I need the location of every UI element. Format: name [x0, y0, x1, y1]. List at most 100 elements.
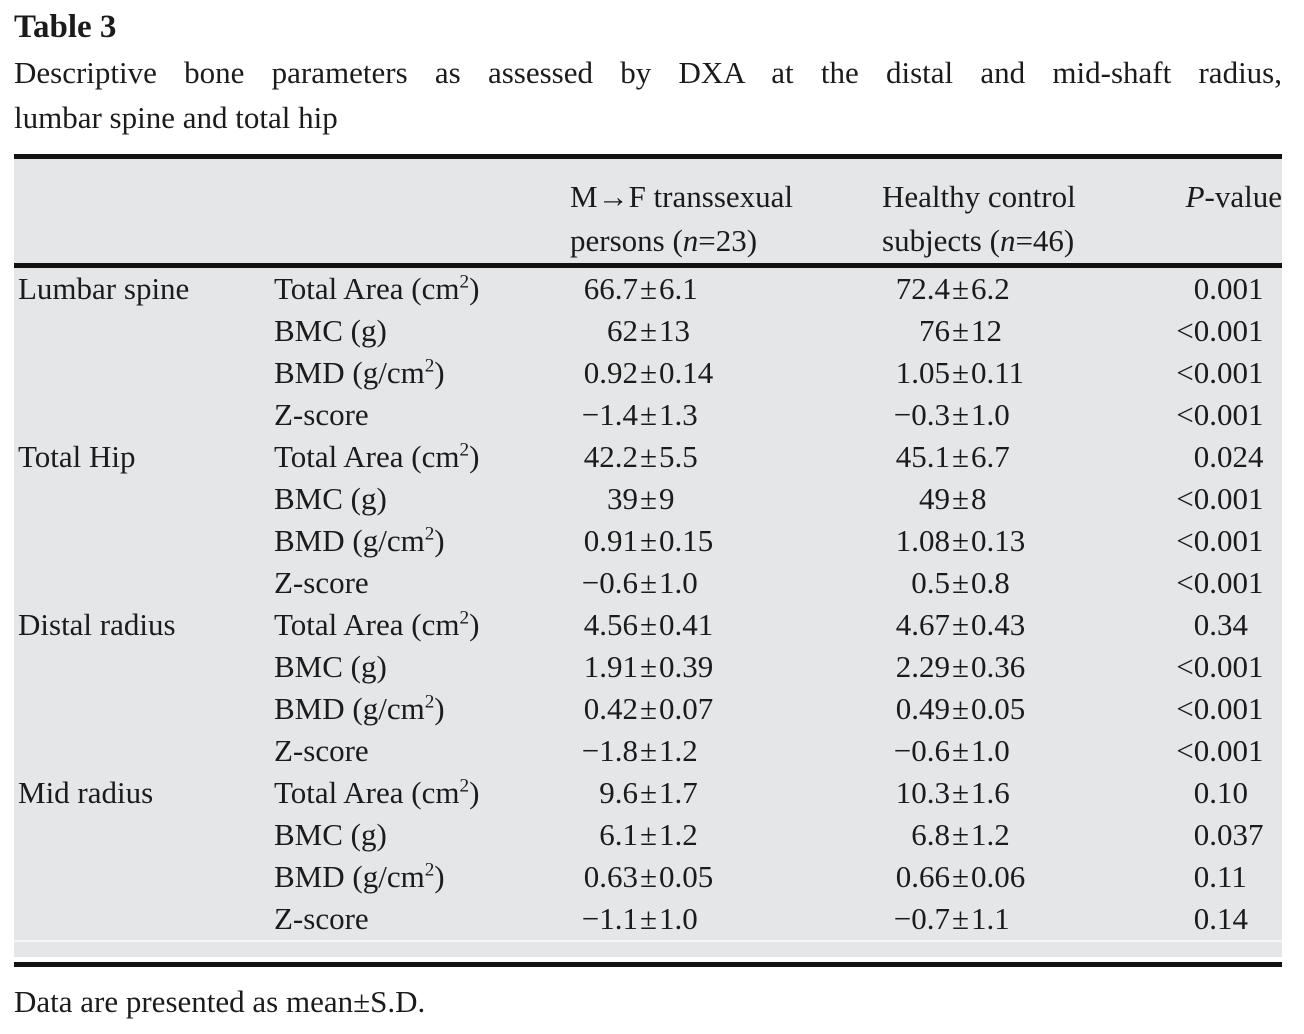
control-value-cell-mean: 45.1 — [895, 439, 950, 474]
pvalue-integer-part: 0 — [1193, 817, 1210, 852]
table-row: BMC (g) 6.1 ±1.2 6.8 ±1.2 0. 037 — [14, 814, 1282, 856]
mtf-value-cell-sd: 1.3 — [659, 397, 698, 432]
table-row: Z-score −0.6 ±1.0 0.5 ±0.8 <0. 001 — [14, 562, 1282, 604]
plus-minus-sign: ± — [640, 439, 658, 474]
control-value-cell: 76 ±12 — [882, 310, 1159, 352]
pvalue-integer-part: <0 — [1176, 481, 1210, 516]
site-cell — [14, 814, 274, 856]
site-cell — [14, 730, 274, 772]
plus-minus-sign: ± — [952, 817, 970, 852]
control-value-cell: −0.3 ±1.0 — [882, 394, 1159, 436]
pvalue-cell: <0. 001 — [1159, 352, 1282, 394]
site-cell — [14, 856, 274, 898]
plus-minus-sign: ± — [640, 523, 658, 558]
mtf-value-cell-mean: −1.1 — [581, 901, 638, 936]
table-header: M→F transsexual persons (n=23) Healthy c… — [14, 159, 1282, 268]
mtf-value-cell-sd: 9 — [659, 481, 675, 516]
control-value-cell-mean: 2.29 — [895, 649, 950, 684]
header-mtf-line-2: persons (n=23) — [570, 219, 882, 263]
table-label: Table 3 — [14, 9, 117, 45]
site-cell — [14, 394, 274, 436]
pvalue-decimal-point: . — [1209, 775, 1217, 810]
control-value-cell-mean: −0.7 — [893, 901, 950, 936]
plus-minus-sign: ± — [640, 481, 658, 516]
plus-minus-sign: ± — [952, 481, 970, 516]
header-mtf-line-1: M→F transsexual — [570, 179, 794, 214]
data-table: M→F transsexual persons (n=23) Healthy c… — [14, 154, 1282, 957]
control-value-cell-mean: 76 — [919, 313, 950, 348]
pvalue-decimal-point: . — [1209, 271, 1217, 306]
mtf-value-cell-mean: 1.91 — [583, 649, 638, 684]
table-row: BMC (g) 39 ±9 49 ±8 <0. 001 — [14, 478, 1282, 520]
control-value-cell-sd: 1.0 — [971, 397, 1010, 432]
site-cell — [14, 478, 274, 520]
table-body: Lumbar spine Total Area (cm2) 66.7 ±6.1 72.4… — [14, 268, 1282, 940]
pvalue-cell: <0. 001 — [1159, 688, 1282, 730]
parameter-cell: BMD (g/cm2) — [274, 355, 445, 390]
plus-minus-sign: ± — [640, 607, 658, 642]
mtf-value-cell: 1.91 ±0.39 — [570, 646, 882, 688]
mtf-value-cell: 62 ±13 — [570, 310, 882, 352]
mtf-value-cell-sd: 6.1 — [659, 271, 698, 306]
pvalue-decimal-part: 001 — [1217, 397, 1264, 432]
pvalue-decimal-part: 001 — [1217, 481, 1264, 516]
header-mtf-line-2-post: =23) — [698, 223, 758, 258]
control-value-cell: 72.4 ±6.2 — [882, 268, 1159, 310]
pvalue-cell: 0. 037 — [1159, 814, 1282, 856]
table-row: Total Hip Total Area (cm2) 42.2 ±5.5 45.1 ±6.… — [14, 436, 1282, 478]
control-value-cell: 0.5 ±0.8 — [882, 562, 1159, 604]
pvalue-decimal-part: 001 — [1217, 691, 1264, 726]
pvalue-cell: 0. 001 — [1159, 268, 1282, 310]
control-value-cell-sd: 6.2 — [971, 271, 1010, 306]
mtf-value-cell: 9.6 ±1.7 — [570, 772, 882, 814]
pvalue-decimal-part: 001 — [1217, 565, 1264, 600]
site-cell — [14, 352, 274, 394]
mtf-value-cell-mean: 0.91 — [583, 523, 638, 558]
table-row: Z-score −1.4 ±1.3 −0.3 ±1.0 <0. 001 — [14, 394, 1282, 436]
pvalue-decimal-point: . — [1209, 649, 1217, 684]
mtf-value-cell-mean: 66.7 — [583, 271, 638, 306]
pvalue-integer-part: 0 — [1193, 859, 1210, 894]
parameter-cell: Z-score — [274, 901, 369, 936]
site-cell — [14, 646, 274, 688]
mtf-value-cell: −1.1 ±1.0 — [570, 898, 882, 940]
plus-minus-sign: ± — [640, 649, 658, 684]
parameter-cell: Total Area (cm2) — [274, 607, 480, 642]
control-value-cell-sd: 0.43 — [971, 607, 1026, 642]
pvalue-integer-part: <0 — [1176, 565, 1210, 600]
mtf-value-cell-mean: 0.42 — [583, 691, 638, 726]
site-cell: Total Hip — [18, 439, 136, 474]
table-row: Z-score −1.1 ±1.0 −0.7 ±1.1 0. 14 — [14, 898, 1282, 940]
parameter-cell: BMC (g) — [274, 481, 387, 516]
header-mtf-n-italic: n — [682, 223, 699, 258]
mtf-value-cell-sd: 13 — [659, 313, 691, 348]
mtf-value-cell-sd: 1.2 — [659, 817, 698, 852]
control-value-cell-sd: 0.11 — [971, 355, 1025, 390]
mtf-value-cell-sd: 0.41 — [659, 607, 714, 642]
mtf-value-cell-mean: 0.92 — [583, 355, 638, 390]
mtf-value-cell: −0.6 ±1.0 — [570, 562, 882, 604]
pvalue-decimal-part: 001 — [1217, 355, 1264, 390]
mtf-value-cell: 0.92 ±0.14 — [570, 352, 882, 394]
control-value-cell: 1.05 ±0.11 — [882, 352, 1159, 394]
parameter-cell: BMD (g/cm2) — [274, 523, 445, 558]
pvalue-decimal-point: . — [1209, 313, 1217, 348]
header-pvalue-italic-p: P — [1185, 179, 1205, 214]
mtf-value-cell-mean: 6.1 — [599, 817, 638, 852]
control-value-cell-sd: 0.13 — [971, 523, 1026, 558]
pvalue-integer-part: 0 — [1193, 607, 1210, 642]
control-value-cell-sd: 0.05 — [971, 691, 1026, 726]
parameter-cell: Z-score — [274, 397, 369, 432]
pvalue-integer-part: <0 — [1176, 691, 1210, 726]
mtf-value-cell-mean: 4.56 — [583, 607, 638, 642]
parameter-cell: Total Area (cm2) — [274, 775, 480, 810]
control-value-cell-mean: 0.5 — [911, 565, 950, 600]
control-value-cell-mean: 6.8 — [911, 817, 950, 852]
parameter-cell: BMD (g/cm2) — [274, 691, 445, 726]
pvalue-decimal-part: 34 — [1217, 607, 1248, 642]
pvalue-decimal-point: . — [1209, 481, 1217, 516]
parameter-cell: BMD (g/cm2) — [274, 859, 445, 894]
parameter-cell: Z-score — [274, 565, 369, 600]
pvalue-decimal-point: . — [1209, 901, 1217, 936]
header-mtf-line-2-pre: persons ( — [570, 223, 683, 258]
